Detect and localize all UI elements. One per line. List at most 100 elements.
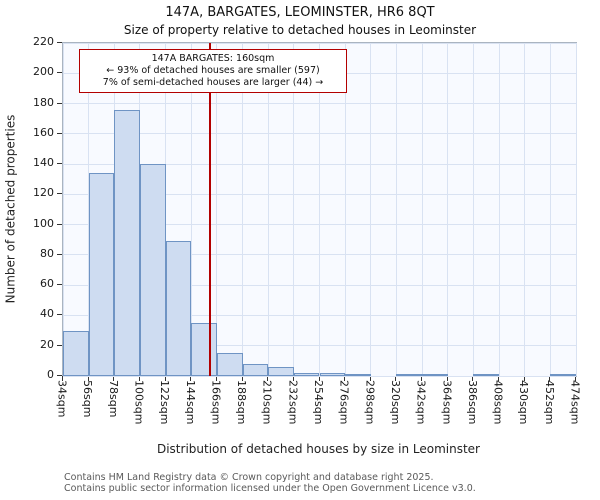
- y-tick-mark: [57, 193, 62, 195]
- x-tick-label: 144sqm: [183, 380, 197, 425]
- x-tick-label: 452sqm: [542, 380, 556, 425]
- y-tick-label: 200: [33, 65, 54, 79]
- y-tick-mark: [57, 163, 62, 165]
- y-tick-label: 160: [33, 125, 54, 139]
- x-tick-label: 122sqm: [158, 380, 172, 425]
- x-tick-mark: [318, 376, 320, 381]
- x-tick-label: 342sqm: [414, 380, 428, 425]
- y-tick-mark: [57, 42, 62, 43]
- y-tick-mark: [57, 102, 62, 104]
- y-axis-title: Number of detached properties: [3, 114, 17, 303]
- footer-attribution-line-2: Contains public sector information licen…: [64, 483, 476, 494]
- v-gridline: [395, 43, 397, 376]
- chart-title: 147A, BARGATES, LEOMINSTER, HR6 8QT: [165, 5, 435, 20]
- x-tick-mark: [498, 376, 500, 381]
- histogram-bar: [63, 330, 89, 376]
- footer-attribution-line-1: Contains HM Land Registry data © Crown c…: [64, 472, 434, 483]
- x-tick-mark: [87, 376, 89, 381]
- y-tick-mark: [57, 344, 62, 346]
- annotation-line-3: 7% of semi-detached houses are larger (4…: [102, 77, 324, 88]
- x-tick-label: 100sqm: [132, 380, 146, 425]
- x-tick-label: 364sqm: [440, 380, 454, 425]
- x-tick-label: 320sqm: [388, 380, 402, 425]
- x-tick-mark: [523, 376, 525, 381]
- v-gridline: [575, 43, 577, 376]
- y-tick-label: 140: [33, 156, 54, 170]
- x-tick-label: 254sqm: [312, 380, 325, 425]
- v-gridline: [421, 43, 423, 376]
- histogram-bar: [268, 366, 294, 376]
- x-tick-label: 474sqm: [568, 380, 582, 425]
- histogram-bar: [191, 323, 217, 376]
- histogram-bar: [139, 164, 166, 376]
- y-tick-label: 40: [40, 307, 54, 321]
- histogram-bar: [396, 374, 423, 376]
- v-gridline: [267, 43, 269, 376]
- v-gridline: [498, 43, 500, 376]
- x-tick-label: 232sqm: [286, 380, 300, 425]
- annotation-box: 147A BARGATES: 160sqm ← 93% of detached …: [79, 49, 347, 93]
- x-tick-label: 188sqm: [235, 380, 249, 425]
- x-tick-mark: [267, 376, 269, 381]
- y-tick-label: 20: [40, 337, 54, 351]
- x-tick-label: 430sqm: [517, 380, 531, 425]
- x-tick-mark: [62, 376, 63, 381]
- v-gridline: [472, 43, 474, 376]
- x-tick-mark: [421, 376, 423, 381]
- y-tick-label: 180: [33, 95, 54, 109]
- x-tick-label: 408sqm: [491, 380, 505, 425]
- x-tick-label: 298sqm: [363, 380, 377, 425]
- x-tick-label: 210sqm: [260, 380, 274, 425]
- h-gridline: [63, 375, 576, 377]
- x-tick-label: 276sqm: [337, 380, 351, 425]
- x-tick-mark: [164, 376, 166, 381]
- x-tick-mark: [395, 376, 397, 381]
- x-tick-label: 166sqm: [209, 380, 223, 425]
- y-tick-mark: [57, 223, 62, 225]
- y-tick-mark: [57, 375, 62, 376]
- histogram-bar: [473, 374, 500, 376]
- histogram-bar: [165, 241, 192, 376]
- x-tick-mark: [344, 376, 346, 381]
- x-tick-label: 34sqm: [55, 380, 69, 418]
- x-tick-mark: [472, 376, 474, 381]
- v-gridline: [190, 43, 192, 376]
- v-gridline: [549, 43, 551, 376]
- x-tick-mark: [292, 376, 294, 381]
- x-tick-mark: [215, 376, 217, 381]
- v-gridline: [447, 43, 449, 376]
- x-tick-mark: [575, 376, 576, 381]
- annotation-line-2: ← 93% of detached houses are smaller (59…: [106, 65, 320, 76]
- histogram-bar: [88, 173, 115, 376]
- x-tick-mark: [113, 376, 115, 381]
- y-tick-label: 80: [40, 246, 54, 260]
- x-tick-label: 386sqm: [465, 380, 479, 425]
- y-tick-label: 220: [33, 35, 54, 48]
- y-tick-mark: [57, 314, 62, 316]
- x-tick-mark: [369, 376, 371, 381]
- annotation-line-1: 147A BARGATES: 160sqm: [151, 53, 275, 64]
- plot-area: 147A BARGATES: 160sqm ← 93% of detached …: [62, 42, 577, 377]
- v-gridline: [370, 43, 372, 376]
- v-gridline: [242, 43, 244, 376]
- y-tick-label: 0: [47, 368, 54, 381]
- v-gridline: [216, 43, 218, 376]
- x-tick-mark: [241, 376, 243, 381]
- x-tick-label: 56sqm: [81, 380, 95, 418]
- x-tick-label: 78sqm: [106, 380, 120, 418]
- chart-subtitle: Size of property relative to detached ho…: [123, 23, 477, 37]
- v-gridline: [319, 43, 320, 376]
- x-tick-mark: [138, 376, 140, 381]
- histogram-bar: [345, 374, 371, 376]
- y-tick-mark: [57, 253, 62, 255]
- y-tick-mark: [57, 132, 62, 134]
- x-tick-mark: [549, 376, 551, 381]
- x-tick-mark: [446, 376, 448, 381]
- histogram-bar: [319, 372, 346, 376]
- x-tick-mark: [190, 376, 192, 381]
- y-tick-label: 100: [33, 216, 54, 230]
- v-gridline: [293, 43, 295, 376]
- histogram-bar: [550, 374, 576, 376]
- histogram-bar: [242, 363, 269, 376]
